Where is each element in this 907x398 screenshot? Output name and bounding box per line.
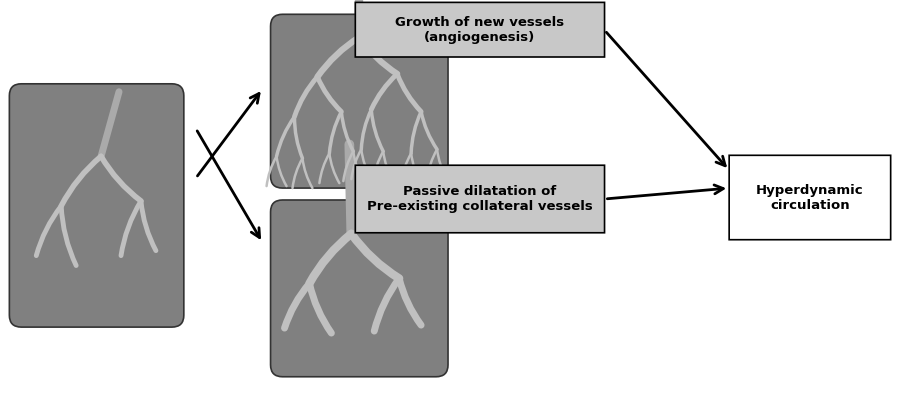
Text: Hyperdynamic
circulation: Hyperdynamic circulation <box>756 183 863 211</box>
FancyBboxPatch shape <box>356 165 605 233</box>
FancyBboxPatch shape <box>729 155 891 240</box>
FancyBboxPatch shape <box>270 200 448 377</box>
Text: Growth of new vessels
(angiogenesis): Growth of new vessels (angiogenesis) <box>395 16 564 44</box>
FancyBboxPatch shape <box>270 14 448 188</box>
Text: Passive dilatation of
Pre-existing collateral vessels: Passive dilatation of Pre-existing colla… <box>367 185 593 213</box>
FancyBboxPatch shape <box>356 2 605 57</box>
FancyBboxPatch shape <box>9 84 184 327</box>
